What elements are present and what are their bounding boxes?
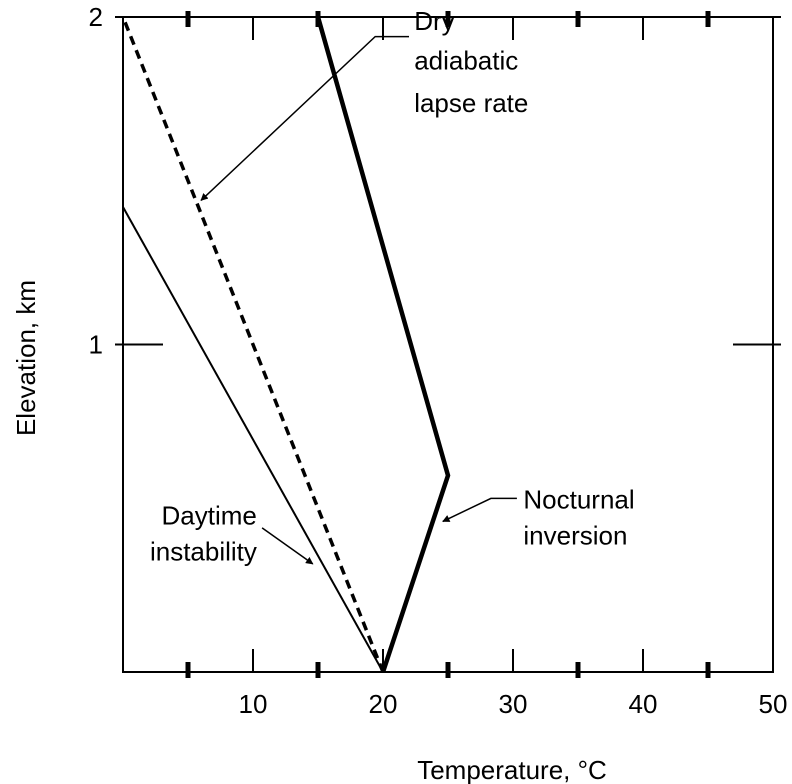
y-axis-title: Elevation, km: [11, 280, 41, 436]
annotation-label-daytime-instability: instability: [150, 537, 257, 567]
x-tick-label: 20: [369, 689, 398, 719]
annotation-label-dry-adiabatic: Dry: [414, 6, 454, 36]
annotation-arrow-dry-adiabatic: [200, 35, 409, 201]
annotation-label-dry-adiabatic: lapse rate: [414, 88, 528, 118]
annotation-label-daytime-instability: Daytime: [162, 501, 257, 531]
annotation-arrow-nocturnal-inversion: [442, 497, 517, 523]
x-tick-label: 50: [759, 689, 788, 719]
series-line-daytime-instability: [122, 206, 384, 673]
x-tick-label: 30: [499, 689, 528, 719]
annotations: Dry adiabatic lapse rate Nocturnal inversion…: [150, 6, 635, 567]
series-line-dry-adiabatic: [121, 16, 385, 673]
annotation-label-nocturnal-inversion: inversion: [523, 520, 627, 550]
axis-tick-labels: 10 20 30 40 50 1 2: [89, 2, 788, 719]
x-tick-label: 10: [239, 689, 268, 719]
data-series: [121, 16, 451, 673]
x-axis-title: Temperature, °C: [417, 755, 607, 784]
annotation-arrow-daytime-instability: [261, 527, 314, 565]
annotation-label-dry-adiabatic: adiabatic: [414, 45, 518, 75]
x-tick-label: 40: [629, 689, 658, 719]
y-tick-label: 2: [89, 2, 103, 32]
y-tick-label: 1: [89, 330, 103, 360]
annotation-label-nocturnal-inversion: Nocturnal: [523, 484, 634, 514]
series-line-nocturnal-inversion: [315, 16, 451, 673]
